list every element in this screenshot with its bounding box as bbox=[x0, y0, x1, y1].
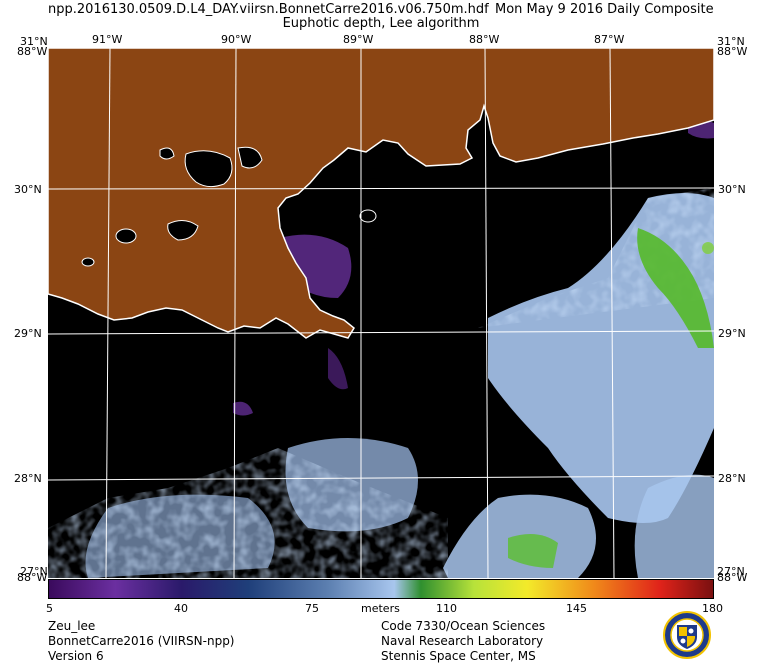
lat-label-28n-left: 28°N bbox=[14, 472, 42, 485]
lon-label-88w: 88°W bbox=[469, 33, 500, 46]
product-subtitle: Euphotic depth, Lee algorithm bbox=[282, 16, 480, 31]
corner-top-left-lon: 88°W bbox=[17, 45, 48, 58]
graticule bbox=[48, 48, 714, 578]
colorbar bbox=[48, 579, 714, 599]
corner-bottom-right-lat: 27°N bbox=[717, 565, 745, 578]
org-location: Stennis Space Center, MS bbox=[381, 649, 536, 663]
corner-bottom-left-lon: 88°W bbox=[17, 571, 48, 584]
lat-label-29n-right: 29°N bbox=[718, 327, 746, 340]
colorbar-unit: meters bbox=[361, 602, 400, 615]
lat-label-30n-right: 30°N bbox=[718, 183, 746, 196]
colorbar-tick-145: 145 bbox=[566, 602, 587, 615]
corner-bottom-left-lat: 27°N bbox=[20, 565, 48, 578]
data-region-green bbox=[508, 228, 714, 568]
lon-label-91w: 91°W bbox=[92, 33, 123, 46]
colorbar-tick-75: 75 bbox=[305, 602, 319, 615]
version-label: Version 6 bbox=[48, 649, 104, 663]
corner-top-right-lat: 31°N bbox=[717, 35, 745, 48]
euphotic-depth-map bbox=[48, 48, 714, 578]
lon-label-89w: 89°W bbox=[343, 33, 374, 46]
corner-bottom-right-lon: 88°W bbox=[717, 571, 748, 584]
lon-label-90w: 90°W bbox=[221, 33, 252, 46]
composite-date: Mon May 9 2016 Daily Composite bbox=[495, 2, 714, 17]
lon-label-87w: 87°W bbox=[594, 33, 625, 46]
nrl-seal-icon bbox=[663, 611, 711, 659]
lat-label-30n-left: 30°N bbox=[14, 183, 42, 196]
lat-label-29n-left: 29°N bbox=[14, 327, 42, 340]
colorbar-tick-110: 110 bbox=[436, 602, 457, 615]
corner-top-right-lon: 88°W bbox=[717, 45, 748, 58]
colorbar-gradient bbox=[49, 580, 713, 598]
product-name: Zeu_lee bbox=[48, 619, 96, 633]
map-canvas bbox=[48, 48, 714, 578]
corner-top-left-lat: 31°N bbox=[20, 35, 48, 48]
colorbar-tick-40: 40 bbox=[174, 602, 188, 615]
region-name: BonnetCarre2016 (VIIRSN-npp) bbox=[48, 634, 235, 648]
lakes bbox=[81, 146, 377, 267]
colorbar-tick-5: 5 bbox=[46, 602, 53, 615]
data-file-name: npp.2016130.0509.D.L4_DAY.viirsn.BonnetC… bbox=[48, 2, 489, 17]
lat-label-28n-right: 28°N bbox=[718, 472, 746, 485]
colorbar-tick-180: 180 bbox=[702, 602, 723, 615]
org-name: Naval Research Laboratory bbox=[381, 634, 544, 648]
land-mass bbox=[48, 48, 714, 339]
org-code: Code 7330/Ocean Sciences bbox=[381, 619, 546, 633]
